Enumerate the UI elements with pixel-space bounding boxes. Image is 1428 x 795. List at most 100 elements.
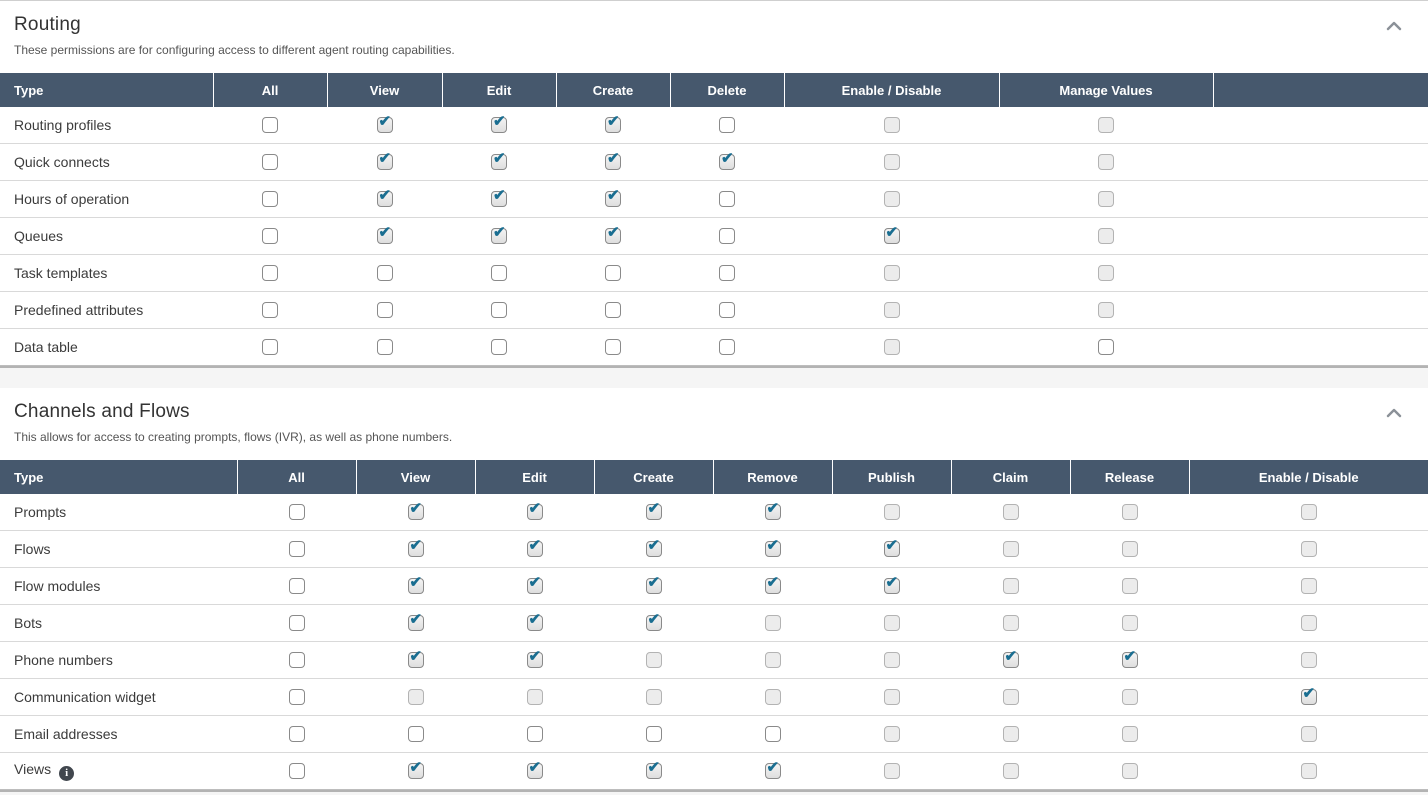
data-table-all-checkbox[interactable] (262, 338, 278, 355)
hours-of-operation-delete-checkbox[interactable] (719, 190, 735, 207)
permission-cell: ✔ (442, 143, 556, 181)
flows-view-checkbox[interactable]: ✔ (407, 538, 424, 557)
phone-numbers-view-checkbox[interactable]: ✔ (407, 649, 424, 668)
flow-modules-view-checkbox[interactable]: ✔ (407, 575, 424, 594)
routing-profiles-create-checkbox[interactable]: ✔ (605, 114, 621, 133)
email-addresses-create-checkbox[interactable] (645, 725, 662, 742)
checkmark-icon: ✔ (528, 610, 542, 628)
routing-profiles-view-checkbox[interactable]: ✔ (376, 114, 393, 133)
routing-profiles-edit-checkbox[interactable]: ✔ (491, 114, 507, 133)
views-view-checkbox[interactable]: ✔ (407, 760, 424, 779)
checkmark-icon: ✔ (378, 223, 392, 241)
flow-modules-publish-checkbox[interactable]: ✔ (883, 575, 900, 594)
bots-all-checkbox[interactable] (288, 614, 305, 631)
predefined-attributes-delete-checkbox[interactable] (719, 301, 735, 318)
data-table-create-checkbox[interactable] (605, 338, 621, 355)
flows-edit-checkbox[interactable]: ✔ (526, 538, 543, 557)
task-templates-delete-checkbox[interactable] (719, 264, 735, 281)
prompts-create-checkbox[interactable]: ✔ (645, 501, 662, 520)
task-templates-create-checkbox[interactable] (605, 264, 621, 281)
hours-of-operation-create-checkbox[interactable]: ✔ (605, 188, 621, 207)
permission-cell: ✔ (356, 641, 475, 679)
table-row: Task templates (0, 254, 1428, 292)
flows-all-checkbox[interactable] (288, 540, 305, 557)
phone-numbers-all-checkbox[interactable] (288, 651, 305, 668)
queues-all-checkbox[interactable] (262, 227, 278, 244)
prompts-all-checkbox[interactable] (288, 503, 305, 520)
views-edit-checkbox[interactable]: ✔ (526, 760, 543, 779)
routing-profiles-delete-checkbox[interactable] (719, 116, 735, 133)
table-row: Phone numbers ✔ ✔ ✔ ✔ (0, 641, 1428, 679)
bots-edit-checkbox[interactable]: ✔ (526, 610, 543, 631)
data-table-manage-values-checkbox[interactable] (1098, 338, 1114, 355)
quick-connects-view-checkbox[interactable]: ✔ (376, 151, 393, 170)
hours-of-operation-view-checkbox[interactable]: ✔ (376, 188, 393, 207)
bots-publish-checkbox (883, 614, 900, 631)
quick-connects-create-checkbox[interactable]: ✔ (605, 151, 621, 170)
permission-cell (1070, 530, 1189, 568)
task-templates-view-checkbox[interactable] (376, 264, 393, 281)
communication-widget-publish-checkbox (883, 688, 900, 705)
predefined-attributes-edit-checkbox[interactable] (491, 301, 507, 318)
permission-cell: ✔ (713, 494, 832, 531)
email-addresses-all-checkbox[interactable] (288, 725, 305, 742)
data-table-edit-checkbox[interactable] (491, 338, 507, 355)
hours-of-operation-all-checkbox[interactable] (262, 190, 278, 207)
queues-enable-disable-checkbox[interactable]: ✔ (883, 225, 900, 244)
permission-cell: ✔ (832, 567, 951, 605)
views-remove-checkbox[interactable]: ✔ (764, 760, 781, 779)
task-templates-edit-checkbox[interactable] (491, 264, 507, 281)
queues-delete-checkbox[interactable] (719, 227, 735, 244)
predefined-attributes-view-checkbox[interactable] (376, 301, 393, 318)
data-table-view-checkbox[interactable] (376, 338, 393, 355)
quick-connects-manage-values-checkbox (1098, 153, 1114, 170)
predefined-attributes-create-checkbox[interactable] (605, 301, 621, 318)
flows-remove-checkbox[interactable]: ✔ (764, 538, 781, 557)
email-addresses-edit-checkbox[interactable] (526, 725, 543, 742)
flows-create-checkbox[interactable]: ✔ (645, 538, 662, 557)
queues-view-checkbox[interactable]: ✔ (376, 223, 393, 244)
permission-cell: ✔ (556, 180, 670, 218)
communication-widget-enable-disable-checkbox[interactable]: ✔ (1300, 686, 1317, 705)
row-label: Predefined attributes (14, 302, 144, 318)
phone-numbers-claim-checkbox[interactable]: ✔ (1002, 649, 1019, 668)
predefined-attributes-all-checkbox[interactable] (262, 301, 278, 318)
quick-connects-delete-checkbox[interactable]: ✔ (719, 151, 735, 170)
quick-connects-edit-checkbox[interactable]: ✔ (491, 151, 507, 170)
prompts-edit-checkbox[interactable]: ✔ (526, 501, 543, 520)
task-templates-all-checkbox[interactable] (262, 264, 278, 281)
bots-create-checkbox[interactable]: ✔ (645, 612, 662, 631)
bots-view-checkbox[interactable]: ✔ (407, 612, 424, 631)
permission-cell (999, 217, 1213, 255)
flows-publish-checkbox[interactable]: ✔ (883, 538, 900, 557)
predefined-attributes-enable-disable-checkbox (883, 301, 900, 318)
checkmark-icon: ✔ (647, 573, 661, 591)
permission-cell (213, 107, 327, 144)
permission-cell (832, 678, 951, 716)
row-label: Prompts (14, 504, 67, 520)
flow-modules-create-checkbox[interactable]: ✔ (645, 573, 662, 594)
table-row: Flow modules ✔ ✔ ✔ ✔ ✔ (0, 567, 1428, 605)
hours-of-operation-edit-checkbox[interactable]: ✔ (491, 188, 507, 207)
queues-create-checkbox[interactable]: ✔ (605, 225, 621, 244)
flow-modules-remove-checkbox[interactable]: ✔ (764, 575, 781, 594)
prompts-remove-checkbox[interactable]: ✔ (764, 501, 781, 520)
flow-modules-edit-checkbox[interactable]: ✔ (526, 575, 543, 594)
quick-connects-all-checkbox[interactable] (262, 153, 278, 170)
email-addresses-remove-checkbox[interactable] (764, 725, 781, 742)
queues-edit-checkbox[interactable]: ✔ (491, 225, 507, 244)
phone-numbers-release-checkbox[interactable]: ✔ (1121, 649, 1138, 668)
collapse-section-button[interactable] (1383, 17, 1405, 35)
info-icon[interactable]: i (59, 765, 75, 781)
data-table-delete-checkbox[interactable] (719, 338, 735, 355)
email-addresses-view-checkbox[interactable] (407, 725, 424, 742)
collapse-section-button[interactable] (1383, 404, 1405, 422)
communication-widget-all-checkbox[interactable] (288, 688, 305, 705)
views-all-checkbox[interactable] (288, 762, 305, 779)
views-create-checkbox[interactable]: ✔ (645, 760, 662, 779)
phone-numbers-edit-checkbox[interactable]: ✔ (526, 649, 543, 668)
routing-profiles-all-checkbox[interactable] (262, 116, 278, 133)
prompts-view-checkbox[interactable]: ✔ (407, 501, 424, 520)
flow-modules-all-checkbox[interactable] (288, 577, 305, 594)
permission-cell (999, 328, 1213, 366)
